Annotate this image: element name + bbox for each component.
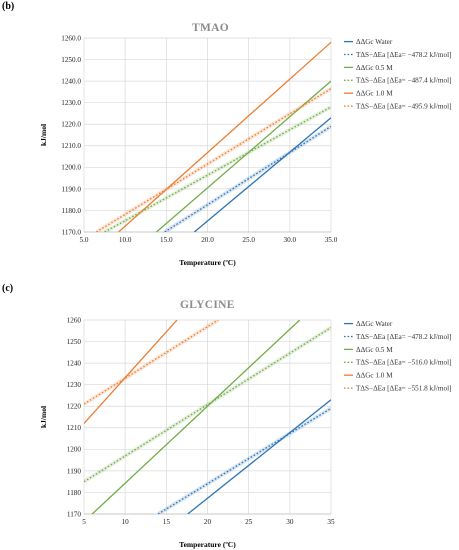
x-tick-label: 35.0 [325, 236, 338, 244]
legend-entry: TΔS−ΔEa [ΔEa= −478.2 kJ/mol] [356, 51, 452, 59]
y-tick-label: 1250 [67, 338, 82, 346]
legend-entry: ΔΔGc 0.5 M [356, 64, 393, 72]
y-tick-label: 1250.0 [61, 56, 81, 64]
y-tick-label: 1170.0 [62, 228, 82, 236]
y-tick-label: 1180.0 [62, 207, 82, 215]
y-tick-label: 1260 [67, 316, 82, 324]
y-tick-label: 1240.0 [61, 78, 81, 86]
x-tick-label: 30 [286, 518, 294, 526]
series-line-0 [187, 399, 331, 514]
x-tick-label: 25.0 [242, 236, 255, 244]
x-tick-label: 10.0 [119, 236, 132, 244]
panel-label-b: (b) [2, 1, 15, 12]
x-tick-label: 20.0 [201, 236, 214, 244]
y-tick-label: 1230 [67, 381, 82, 389]
x-tick-label: 25 [245, 518, 253, 526]
legend-entry: TΔS−ΔEa [ΔEa= −487.4 kJ/mol] [356, 77, 452, 85]
series-line-halo [84, 320, 220, 406]
series-line-0 [193, 117, 331, 232]
x-tick-label: 20 [204, 518, 212, 526]
y-tick-label: 1210.0 [61, 142, 81, 150]
chart-0: 1170.0 1180.0 1190.0 1200.0 1210.0 1220.0 1230… [39, 34, 452, 267]
series-line-2 [91, 320, 301, 514]
y-tick-label: 1260.0 [61, 34, 81, 42]
series-line-3 [84, 326, 331, 483]
x-axis-title: Temperature (ºC) [179, 540, 236, 549]
x-tick-label: 5.0 [80, 236, 89, 244]
y-axis-title: kJ/mol [39, 406, 48, 428]
y-axis-title: kJ/mol [39, 124, 48, 146]
panel-label-c: (c) [2, 283, 14, 294]
x-tick-label: 35 [327, 518, 335, 526]
y-tick-label: 1180 [67, 489, 82, 497]
legend-entry: TΔS−ΔEa [ΔEa= −478.2 kJ/mol] [356, 333, 452, 341]
series-line-4 [84, 320, 178, 424]
y-tick-label: 1200 [67, 446, 82, 454]
x-tick-label: 15 [163, 518, 171, 526]
x-tick-label: 5 [82, 518, 86, 526]
x-tick-label: 15.0 [160, 236, 173, 244]
y-tick-label: 1220.0 [61, 121, 81, 129]
y-tick-label: 1230.0 [61, 99, 81, 107]
series-line-1 [164, 125, 331, 232]
series-line-1 [157, 407, 331, 514]
chart-title-glycine: GLYCINE [180, 299, 235, 311]
legend-entry: TΔS−ΔEa [ΔEa= −551.8 kJ/mol] [356, 385, 452, 393]
legend-entry: ΔΔGc 1.0 M [356, 90, 393, 98]
y-tick-label: 1240 [67, 360, 82, 368]
legend-entry: ΔΔGc Water [356, 38, 393, 46]
y-tick-label: 1200.0 [61, 164, 81, 172]
y-tick-label: 1170 [67, 510, 82, 518]
series-line-4 [118, 41, 331, 232]
series-line-2 [156, 80, 331, 232]
legend-entry: TΔS−ΔEa [ΔEa= −516.0 kJ/mol] [356, 359, 452, 367]
legend-entry: ΔΔGc 0.5 M [356, 346, 393, 354]
x-tick-label: 30.0 [284, 236, 297, 244]
y-tick-label: 1220 [67, 403, 82, 411]
x-tick-label: 10 [122, 518, 130, 526]
y-tick-label: 1190.0 [62, 185, 82, 193]
y-tick-label: 1190 [67, 467, 82, 475]
legend-entry: ΔΔGc 1.0 M [356, 372, 393, 380]
chart-title-tmao: TMAO [192, 22, 229, 34]
x-axis-title: Temperature (ºC) [179, 258, 236, 267]
legend-entry: ΔΔGc Water [356, 320, 393, 328]
chart-1: 1170 1180 1190 1200 1210 1220 1230 1240 1250 1260… [39, 316, 452, 549]
y-tick-label: 1210 [67, 424, 82, 432]
series-line-5 [96, 88, 331, 232]
legend-entry: TΔS−ΔEa [ΔEa= −495.9 kJ/mol] [356, 103, 452, 111]
